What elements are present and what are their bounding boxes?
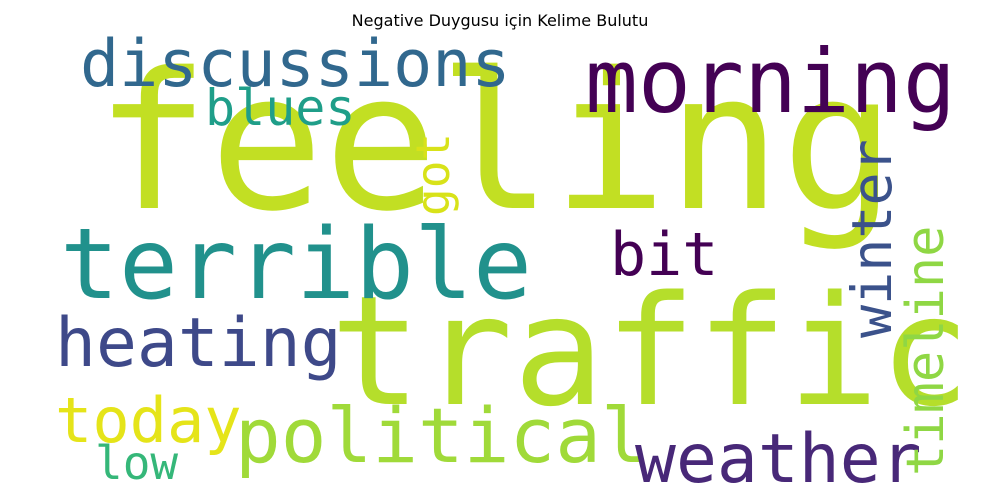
word-cloud: feeling traffic terrible morning discuss…: [55, 32, 971, 494]
word-political: political: [235, 391, 647, 480]
word-feeling: feeling: [95, 32, 896, 253]
word-bit: bit: [610, 220, 719, 290]
word-heating: heating: [55, 304, 342, 383]
word-today: today: [55, 384, 242, 457]
word-discussions: discussions: [80, 27, 511, 102]
word-weather: weather: [635, 420, 922, 499]
word-morning: morning: [585, 30, 956, 133]
word-low: low: [95, 436, 179, 490]
word-blues: blues: [205, 79, 356, 137]
word-timeline: timeline: [896, 225, 956, 476]
figure-title: Negative Duygusu için Kelime Bulutu: [351, 11, 649, 30]
word-got: got: [406, 132, 460, 216]
word-terrible: terrible: [60, 208, 533, 322]
word-winter: winter: [840, 139, 904, 338]
word-traffic: traffic: [330, 263, 971, 440]
